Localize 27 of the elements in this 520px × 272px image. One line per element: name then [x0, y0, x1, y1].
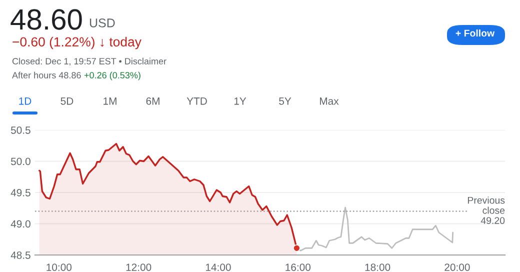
x-tick-label: 10:00 — [46, 264, 72, 271]
chart-subtitle: USD — [90, 18, 115, 28]
x-tick-label: 20:00 — [444, 264, 470, 271]
y-tick-label: 50.0 — [10, 158, 30, 166]
text: 1M — [104, 98, 116, 105]
text: 5D — [60, 98, 74, 105]
text: +0.26 (0.53%) — [84, 72, 140, 80]
text: YTD — [186, 98, 207, 105]
text: 6M — [146, 97, 160, 105]
y-tick-label: 49.5 — [10, 189, 30, 196]
y-tick-label: 50.5 — [10, 126, 30, 134]
x-tick-label: 14:00 — [206, 264, 231, 271]
ref-line-label: Previous close 49.20 — [468, 196, 505, 224]
text: + Follow — [456, 29, 495, 37]
x-tick-label: 12:00 — [126, 264, 152, 271]
text: 5Y — [279, 98, 292, 105]
text: Max — [320, 98, 339, 105]
text: Closed: Dec 1, 19:57 EST • Disclaimer — [12, 58, 166, 66]
chart-title: 48.60 — [10, 9, 82, 30]
x-tick-label: 16:00 — [286, 264, 311, 271]
text: 1D — [19, 98, 32, 105]
x-tick-label: 18:00 — [365, 264, 390, 271]
text: After hours 48.86 — [12, 72, 81, 78]
text: 1Y — [234, 98, 246, 105]
text: −0.60 (1.22%) ↓ today — [12, 36, 142, 50]
y-tick-label: 48.5 — [10, 252, 30, 259]
y-tick-label: 49.0 — [10, 220, 30, 228]
